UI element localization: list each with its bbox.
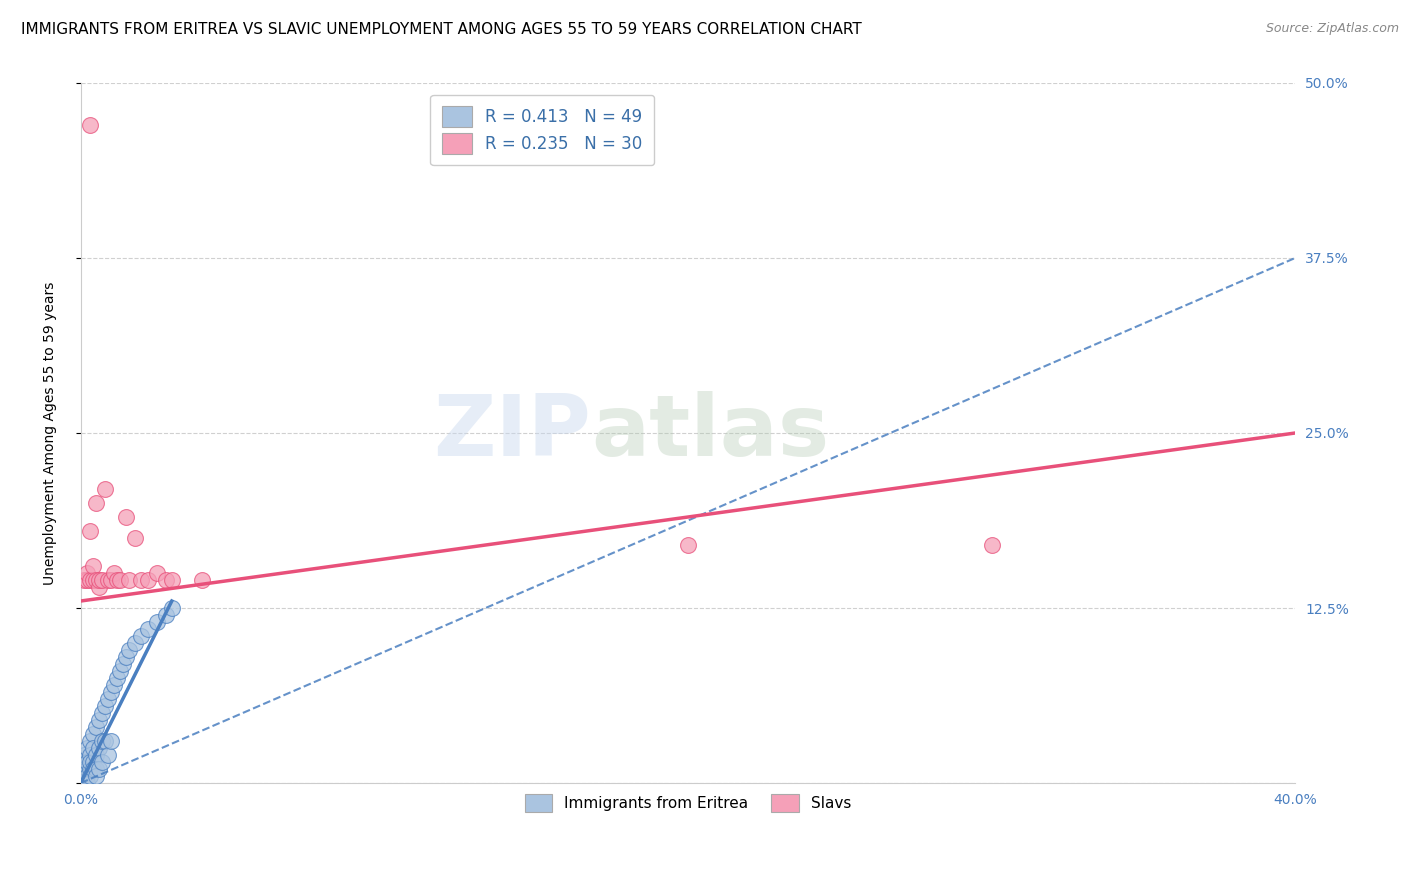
Point [91,734,114,748]
Point [131,629,153,643]
Point [73,769,96,783]
Point [112,657,135,671]
Point [79,118,101,132]
Point [94,482,117,496]
Point [79,734,101,748]
Point [87,762,110,776]
Point [145,615,167,629]
Point [145,566,167,580]
Point [76,573,98,587]
Point [76,741,98,756]
Point [84,762,107,776]
Point [76,755,98,769]
Text: Source: ZipAtlas.com: Source: ZipAtlas.com [1265,22,1399,36]
Point [676,538,699,552]
Point [84,496,107,510]
Point [97,747,120,762]
Point [73,776,96,790]
Point [76,776,98,790]
Point [73,573,96,587]
Point [91,755,114,769]
Point [980,538,1002,552]
Text: atlas: atlas [591,392,830,475]
Point [136,622,159,636]
Point [76,769,98,783]
Point [103,678,125,692]
Y-axis label: Unemployment Among Ages 55 to 59 years: Unemployment Among Ages 55 to 59 years [44,281,58,584]
Text: ZIP: ZIP [433,392,591,475]
Point [160,573,183,587]
Legend: Immigrants from Eritrea, Slavs: Immigrants from Eritrea, Slavs [512,781,863,824]
Point [100,573,122,587]
Point [84,720,107,734]
Point [82,573,104,587]
Point [115,650,138,665]
Point [79,755,101,769]
Point [100,734,122,748]
Point [84,769,107,783]
Point [69,769,91,783]
Point [87,580,110,594]
Point [69,762,91,776]
Point [105,671,128,685]
Point [82,727,104,741]
Point [79,747,101,762]
Point [87,713,110,727]
Point [73,755,96,769]
Point [97,692,120,706]
Point [84,747,107,762]
Text: IMMIGRANTS FROM ERITREA VS SLAVIC UNEMPLOYMENT AMONG AGES 55 TO 59 YEARS CORRELA: IMMIGRANTS FROM ERITREA VS SLAVIC UNEMPL… [21,22,862,37]
Point [115,510,138,524]
Point [76,762,98,776]
Point [97,573,120,587]
Point [79,769,101,783]
Point [91,706,114,720]
Point [82,741,104,756]
Point [76,566,98,580]
Point [73,762,96,776]
Point [84,573,107,587]
Point [105,573,128,587]
Point [94,734,117,748]
Point [108,664,131,678]
Point [87,573,110,587]
Point [79,762,101,776]
Point [79,524,101,538]
Point [82,559,104,574]
Point [155,573,177,587]
Point [73,747,96,762]
Point [82,755,104,769]
Point [124,531,146,545]
Point [118,573,141,587]
Point [79,573,101,587]
Point [91,573,114,587]
Point [118,643,141,657]
Point [155,607,177,622]
Point [94,699,117,714]
Point [108,573,131,587]
Point [82,762,104,776]
Point [131,573,153,587]
Point [191,573,214,587]
Point [124,636,146,650]
Point [136,573,159,587]
Point [87,741,110,756]
Point [103,566,125,580]
Point [100,685,122,699]
Point [160,601,183,615]
